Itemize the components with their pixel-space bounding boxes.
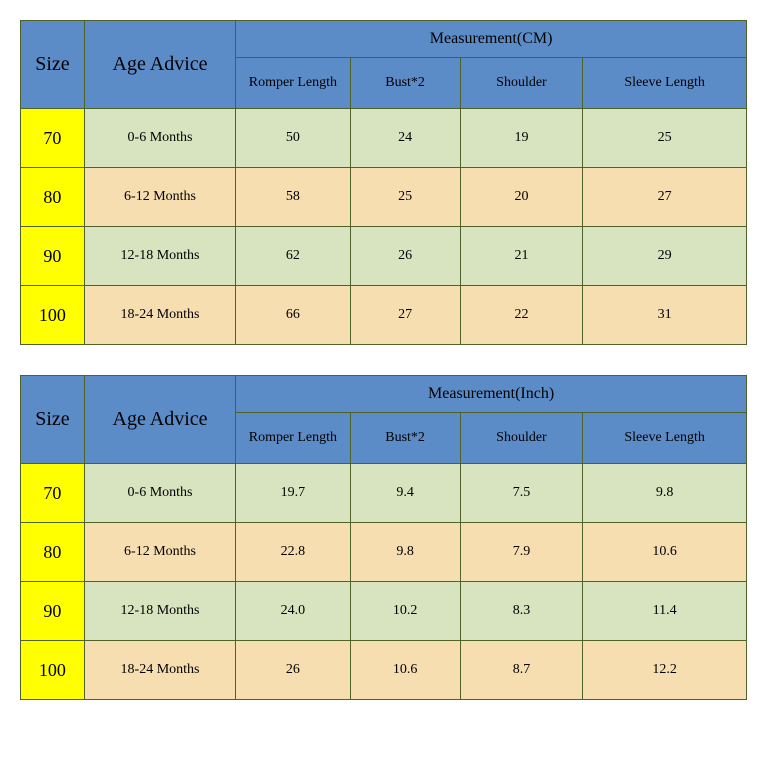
table-row: 806-12 Months58252027 (21, 168, 747, 227)
cell-value: 58 (236, 168, 350, 227)
cell-age: 6-12 Months (84, 523, 235, 582)
header-size: Size (21, 21, 85, 109)
cell-value: 8.7 (460, 641, 583, 700)
cell-value: 62 (236, 227, 350, 286)
cell-value: 29 (583, 227, 747, 286)
tables-container: SizeAge AdviceMeasurement(CM)Romper Leng… (20, 20, 747, 700)
header-size: Size (21, 376, 85, 464)
table-row: 700-6 Months50241925 (21, 109, 747, 168)
table-header-row: SizeAge AdviceMeasurement(Inch) (21, 376, 747, 413)
cell-value: 10.6 (350, 641, 460, 700)
cell-value: 10.2 (350, 582, 460, 641)
cell-value: 27 (583, 168, 747, 227)
cell-age: 0-6 Months (84, 109, 235, 168)
cell-value: 22.8 (236, 523, 350, 582)
table-row: 10018-24 Months2610.68.712.2 (21, 641, 747, 700)
header-sub-0: Romper Length (236, 58, 350, 109)
cell-value: 21 (460, 227, 583, 286)
cell-value: 24.0 (236, 582, 350, 641)
table-row: 9012-18 Months62262129 (21, 227, 747, 286)
cell-value: 9.4 (350, 464, 460, 523)
size-table-1: SizeAge AdviceMeasurement(Inch)Romper Le… (20, 375, 747, 700)
size-table-0: SizeAge AdviceMeasurement(CM)Romper Leng… (20, 20, 747, 345)
cell-size: 90 (21, 582, 85, 641)
cell-size: 100 (21, 641, 85, 700)
cell-value: 7.9 (460, 523, 583, 582)
cell-value: 20 (460, 168, 583, 227)
cell-age: 18-24 Months (84, 286, 235, 345)
cell-value: 26 (236, 641, 350, 700)
cell-age: 12-18 Months (84, 227, 235, 286)
cell-value: 9.8 (350, 523, 460, 582)
cell-value: 66 (236, 286, 350, 345)
cell-value: 25 (350, 168, 460, 227)
cell-size: 70 (21, 109, 85, 168)
cell-value: 11.4 (583, 582, 747, 641)
header-sub-2: Shoulder (460, 58, 583, 109)
table-row: 9012-18 Months24.010.28.311.4 (21, 582, 747, 641)
cell-value: 7.5 (460, 464, 583, 523)
cell-value: 22 (460, 286, 583, 345)
cell-value: 27 (350, 286, 460, 345)
header-sub-0: Romper Length (236, 413, 350, 464)
cell-value: 26 (350, 227, 460, 286)
header-measurement: Measurement(CM) (236, 21, 747, 58)
cell-value: 8.3 (460, 582, 583, 641)
cell-value: 19 (460, 109, 583, 168)
cell-value: 9.8 (583, 464, 747, 523)
cell-size: 70 (21, 464, 85, 523)
table-header-row: SizeAge AdviceMeasurement(CM) (21, 21, 747, 58)
header-measurement: Measurement(Inch) (236, 376, 747, 413)
cell-value: 12.2 (583, 641, 747, 700)
cell-size: 80 (21, 168, 85, 227)
cell-value: 25 (583, 109, 747, 168)
cell-size: 80 (21, 523, 85, 582)
cell-size: 100 (21, 286, 85, 345)
cell-age: 0-6 Months (84, 464, 235, 523)
cell-age: 12-18 Months (84, 582, 235, 641)
table-row: 10018-24 Months66272231 (21, 286, 747, 345)
header-sub-3: Sleeve Length (583, 58, 747, 109)
cell-value: 50 (236, 109, 350, 168)
table-row: 806-12 Months22.89.87.910.6 (21, 523, 747, 582)
header-sub-3: Sleeve Length (583, 413, 747, 464)
header-age: Age Advice (84, 21, 235, 109)
cell-value: 19.7 (236, 464, 350, 523)
cell-value: 24 (350, 109, 460, 168)
cell-age: 6-12 Months (84, 168, 235, 227)
header-sub-1: Bust*2 (350, 58, 460, 109)
cell-size: 90 (21, 227, 85, 286)
table-row: 700-6 Months19.79.47.59.8 (21, 464, 747, 523)
cell-value: 10.6 (583, 523, 747, 582)
header-sub-2: Shoulder (460, 413, 583, 464)
cell-value: 31 (583, 286, 747, 345)
header-age: Age Advice (84, 376, 235, 464)
cell-age: 18-24 Months (84, 641, 235, 700)
header-sub-1: Bust*2 (350, 413, 460, 464)
